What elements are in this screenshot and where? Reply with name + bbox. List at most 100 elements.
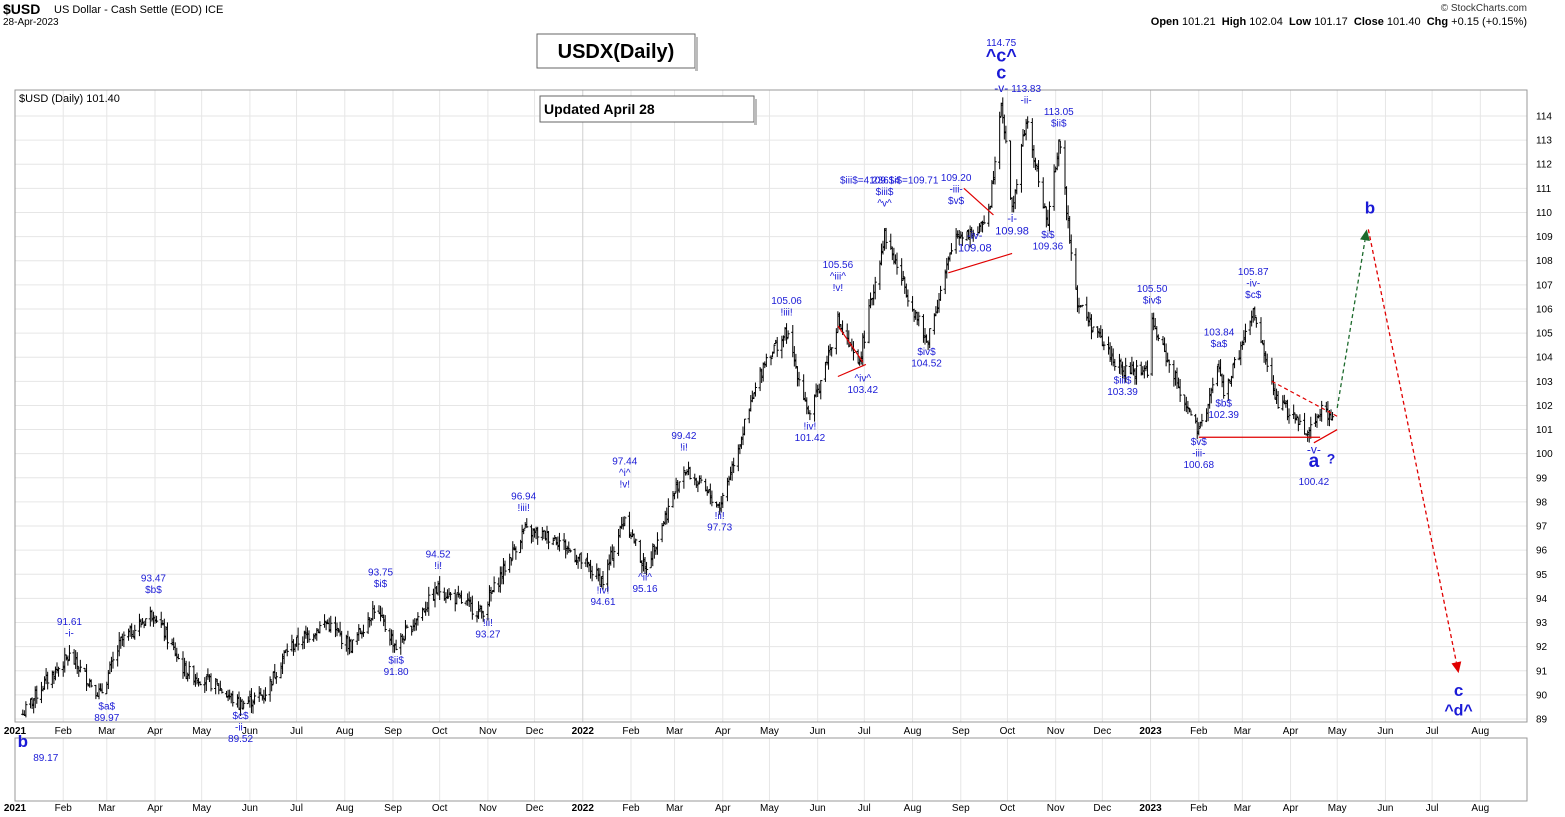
x-tick-label: Mar: [1234, 726, 1252, 737]
grid: [14, 90, 1527, 801]
ohlc-bar: [1222, 374, 1226, 399]
x-tick-label-bottom: Dec: [526, 803, 544, 814]
annotation-line: 102.39: [1208, 410, 1239, 421]
annotation-line: -ii-: [235, 723, 246, 734]
ohlc-bar: [1243, 323, 1248, 343]
ohlc-bar: [1026, 116, 1030, 129]
ohlc-bar: [198, 681, 202, 686]
annotation-line: 93.75: [368, 567, 393, 578]
ohlc-bar: [492, 576, 496, 593]
ohlc-bar: [1320, 400, 1324, 422]
x-tick-label: Aug: [904, 726, 922, 737]
annotation-line: -ii-: [1021, 95, 1032, 106]
annotation-line: 101.42: [795, 433, 826, 444]
wave-annotation: $ii$91.80: [384, 656, 409, 679]
ohlc-bar: [448, 592, 453, 601]
ohlc-bar: [525, 518, 529, 529]
ohlc-bar: [655, 532, 660, 555]
annotation-line: 89.52: [228, 734, 253, 745]
wave-label: ^c^: [986, 46, 1018, 66]
y-tick-label: 106: [1536, 304, 1553, 315]
ohlc-bar: [35, 685, 39, 704]
annotation-line: $b$: [1215, 399, 1232, 410]
ohlc-bar: [514, 546, 518, 560]
annotation-line: $iii$=4.236$i$=109.71: [840, 176, 939, 187]
x-tick-label-bottom: 2023: [1139, 803, 1162, 814]
ohlc-bar: [242, 700, 246, 709]
y-tick-label: 110: [1536, 208, 1552, 219]
ohlc-bar: [1200, 413, 1204, 427]
wave-label: a: [1309, 451, 1320, 472]
wave-annotation: $iv$104.52: [911, 347, 942, 370]
ohlc-bar: [1187, 407, 1192, 413]
ohlc-bar: [176, 653, 180, 660]
main-panel-frame: [14, 89, 1528, 723]
ohlc-bar: [546, 530, 551, 550]
x-tick-label: 2021: [4, 726, 27, 737]
ohlc-bar: [159, 611, 163, 628]
y-tick-label: 99: [1536, 473, 1548, 484]
y-tick-label: 108: [1536, 256, 1553, 267]
y-tick-label: 94: [1536, 594, 1548, 605]
ohlc-bar: [672, 492, 677, 500]
exchange: ICE: [205, 4, 224, 16]
ohlc-bar: [960, 231, 964, 246]
ohlc-bar: [1276, 390, 1280, 409]
ohlc-bar: [753, 382, 758, 397]
ohlc-bar: [361, 624, 366, 637]
x-tick-label-bottom: Feb: [1190, 803, 1208, 814]
ohlc-bar: [67, 645, 72, 662]
wave-annotation: 109.14$iii$^v^: [869, 176, 900, 210]
wave-annotation: $a$89.97: [94, 701, 119, 724]
high-value: 102.04: [1249, 16, 1283, 28]
y-tick-label: 114: [1536, 112, 1552, 123]
annotation-line: 97.73: [707, 522, 732, 533]
ohlc-bar: [819, 379, 823, 400]
wave-annotation: 97.44^i^!v!: [612, 457, 637, 491]
ohlc-bar: [1091, 326, 1095, 333]
annotation-line: -iii-: [949, 185, 962, 196]
wave-annotation: $v$-iii-100.68: [1183, 437, 1214, 471]
ohlc-bar: [1124, 357, 1128, 383]
x-tick-label: Feb: [1190, 726, 1208, 737]
annotation-line: !i!: [680, 443, 688, 454]
ohlc-bar: [405, 624, 409, 629]
annotation-line: -i-: [1007, 213, 1017, 225]
updated-box: Updated April 28: [539, 95, 757, 125]
ohlc-bar: [742, 418, 747, 436]
ohlc-bar: [220, 688, 224, 694]
ohlc-bar: [318, 621, 322, 634]
ohlc-bar: [797, 371, 801, 387]
y-tick-label: 97: [1536, 522, 1548, 533]
x-tick-label: Aug: [1471, 726, 1489, 737]
ohlc-bar: [906, 289, 910, 307]
annotation-line: $v$: [1191, 437, 1208, 448]
annotation-line: $iii$: [1114, 376, 1132, 387]
ohlc-bar: [862, 330, 866, 349]
y-tick-label: 105: [1536, 329, 1553, 340]
x-tick-label: Jun: [242, 726, 258, 737]
ohlc-bar: [218, 680, 222, 691]
arrow-to-b: [1336, 229, 1370, 408]
ohlc-bar: [917, 311, 921, 327]
ohlc-bar: [1145, 360, 1150, 378]
x-tick-label: Oct: [1000, 726, 1016, 737]
y-tick-label: 92: [1536, 642, 1548, 653]
annotation-line: ^ii^: [638, 572, 652, 583]
annotation-line: 96.94: [511, 492, 536, 503]
stockcharts-credit[interactable]: © StockCharts.com: [1440, 3, 1527, 14]
x-tick-label: Jul: [1426, 726, 1439, 737]
annotation-line: -iv-: [1246, 279, 1260, 290]
annotation-line: 99.42: [671, 431, 696, 442]
ohlc-bar: [416, 612, 420, 626]
ohlc-bar: [1047, 201, 1052, 232]
ohlc-bar: [1189, 410, 1193, 416]
annotation-line: 95.16: [632, 584, 657, 595]
x-tick-label-bottom: Oct: [432, 803, 448, 814]
annotation-line: 104.52: [911, 358, 942, 369]
ohlc-bar: [56, 666, 61, 677]
annotation-line: 94.52: [426, 549, 451, 560]
ohlc-bar: [764, 353, 768, 367]
trend-line: [948, 252, 1013, 274]
